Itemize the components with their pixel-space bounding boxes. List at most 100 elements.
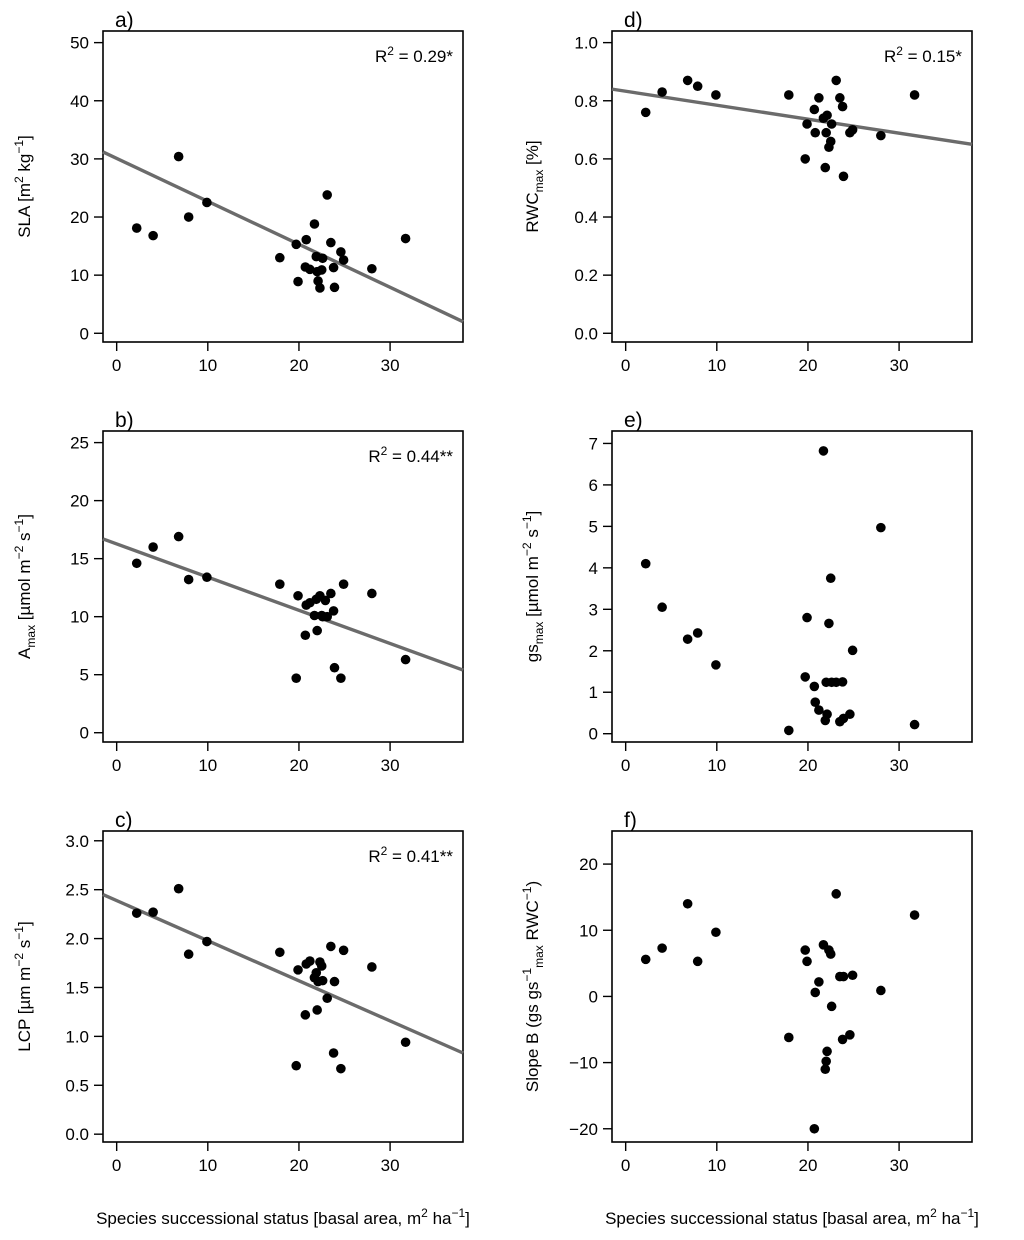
data-point-a-20	[328, 262, 339, 273]
x-axis-label-left-part-1: 2	[421, 1206, 428, 1220]
data-point-b-25	[320, 595, 331, 606]
y-axis-label-b-part-4: s	[15, 532, 34, 545]
data-point-d-12	[820, 162, 831, 173]
x-tick-label-b-10: 10	[198, 756, 217, 775]
r2-annotation-d-part-2: = 0.15*	[903, 47, 962, 66]
y-axis-label-b-part-2: [µmol m	[15, 559, 34, 625]
y-tick-label-e-4: 4	[589, 559, 598, 578]
data-point-b-8	[300, 630, 311, 641]
data-point-f-9	[810, 987, 821, 998]
x-axis-label-left-part-4: ]	[465, 1209, 470, 1228]
y-axis-label-b-part-6: ]	[15, 514, 34, 519]
x-axis-label-left-part-0: Species successional status [basal area,…	[96, 1209, 421, 1228]
data-point-b-18	[326, 588, 336, 599]
y-axis-d: 0.0 0.2 0.4 0.6 0.8 1.0	[574, 34, 612, 343]
data-point-c-8	[300, 1010, 311, 1020]
data-point-f-8	[809, 1123, 820, 1134]
data-point-e-24	[876, 522, 886, 533]
y-tick-label-f-3: 10	[579, 921, 598, 940]
r2-annotation-d-part-0: R	[884, 47, 896, 66]
r2-annotation-c-part-0: R	[368, 847, 380, 866]
x-tick-label-f-10: 10	[707, 1156, 726, 1175]
x-tick-label-d-20: 20	[798, 356, 817, 375]
y-tick-label-e-5: 5	[589, 517, 598, 536]
y-axis-label-c-part-0: LCP [µm m	[15, 967, 34, 1052]
regression-line-b	[102, 537, 464, 672]
data-point-d-25	[909, 90, 920, 100]
x-axis-f: 0 10 20 30	[621, 1142, 909, 1175]
panel-d: d) 0 10 20 30 0.0 0.2 0.4 0.6 0.8 1.0 RWCmax [%] R2 …	[523, 9, 973, 375]
data-point-b-0	[131, 558, 142, 569]
y-tick-label-b-1: 5	[80, 666, 89, 685]
y-tick-label-c-0: 0.0	[65, 1125, 89, 1144]
x-tick-label-a-30: 30	[381, 356, 400, 375]
x-axis-d: 0 10 20 30	[621, 342, 909, 375]
data-point-c-10	[305, 956, 315, 966]
r2-annotation-a-part-1: 2	[387, 44, 394, 58]
regression-line-a	[102, 150, 464, 324]
data-point-b-7	[293, 590, 303, 601]
panel-b: b) 0 10 20 30 0 5 10 15 20 25 Amax [µmol m−2 s−1] R2…	[12, 409, 464, 775]
data-point-e-10	[814, 705, 824, 715]
data-point-b-1	[148, 542, 158, 552]
data-point-a-15	[315, 283, 325, 293]
y-axis-label-c-part-1: −2	[12, 953, 26, 967]
data-point-a-9	[301, 234, 312, 245]
y-axis-label-e-part-1: max	[532, 622, 546, 645]
points-b	[131, 531, 411, 683]
data-point-c-3	[183, 949, 194, 960]
y-axis-label-a-part-4: ]	[15, 135, 34, 140]
x-tick-label-f-20: 20	[798, 1156, 817, 1175]
y-tick-label-b-0: 0	[80, 724, 89, 743]
r2-annotation-c-part-1: 2	[381, 844, 388, 858]
x-tick-label-d-10: 10	[707, 356, 726, 375]
y-axis-label-e-part-5: −1	[520, 515, 534, 529]
data-point-a-10	[305, 264, 315, 275]
y-tick-label-a-3: 30	[70, 150, 89, 169]
y-axis-e: 0 1 2 3 4 5 6 7	[589, 434, 612, 744]
data-point-c-12	[311, 968, 322, 978]
y-tick-label-d-0: 0.0	[574, 324, 598, 343]
r2-annotation-b: R2 = 0.44**	[368, 444, 453, 466]
y-axis-a: 0 10 20 30 40 50	[70, 34, 103, 343]
data-point-d-6	[800, 154, 811, 164]
y-axis-label-e-part-3: −2	[520, 542, 534, 556]
data-point-e-5	[784, 725, 794, 736]
y-axis-label-d: RWCmax [%]	[523, 140, 546, 232]
panel-label-c: c)	[115, 809, 133, 832]
data-point-f-3	[692, 956, 703, 967]
panel-label-e: e)	[624, 409, 643, 432]
y-axis-label-f-part-1: −1	[520, 968, 534, 982]
data-point-d-23	[847, 125, 858, 135]
data-point-b-5	[275, 579, 285, 589]
y-tick-label-a-5: 50	[70, 34, 89, 53]
data-point-c-18	[322, 993, 333, 1004]
data-point-b-22	[338, 579, 349, 589]
plot-frame-a	[102, 30, 464, 343]
y-tick-label-f-1: −10	[569, 1054, 598, 1073]
data-point-e-20	[837, 677, 848, 687]
regression-line-d	[611, 87, 973, 147]
data-point-d-0	[640, 107, 651, 118]
data-point-d-24	[876, 130, 886, 141]
x-axis-label-right-part-4: ]	[974, 1209, 979, 1228]
r2-annotation-a: R2 = 0.29*	[375, 44, 453, 66]
x-tick-label-a-10: 10	[198, 356, 217, 375]
x-tick-label-a-0: 0	[112, 356, 121, 375]
data-point-b-3	[183, 574, 194, 585]
data-point-f-16	[825, 949, 836, 959]
regression-line-c	[102, 893, 464, 1055]
r2-annotation-a-part-2: = 0.29*	[394, 47, 453, 66]
data-point-f-6	[800, 945, 811, 955]
y-axis-b: 0 5 10 15 20 25	[70, 434, 103, 743]
data-point-a-19	[326, 237, 336, 248]
data-point-c-5	[275, 947, 285, 958]
y-axis-label-a-part-3: −1	[12, 140, 26, 154]
data-point-c-13	[312, 1005, 322, 1015]
y-tick-label-b-5: 25	[70, 434, 89, 453]
r2-annotation-b-part-2: = 0.44**	[387, 447, 453, 466]
y-axis-label-e: gsmax [µmol m−2 s−1]	[520, 511, 546, 663]
y-axis-label-f: Slope B (gs gs−1max RWC−1)	[520, 881, 546, 1092]
y-axis-label-d-part-0: RWC	[523, 192, 542, 232]
